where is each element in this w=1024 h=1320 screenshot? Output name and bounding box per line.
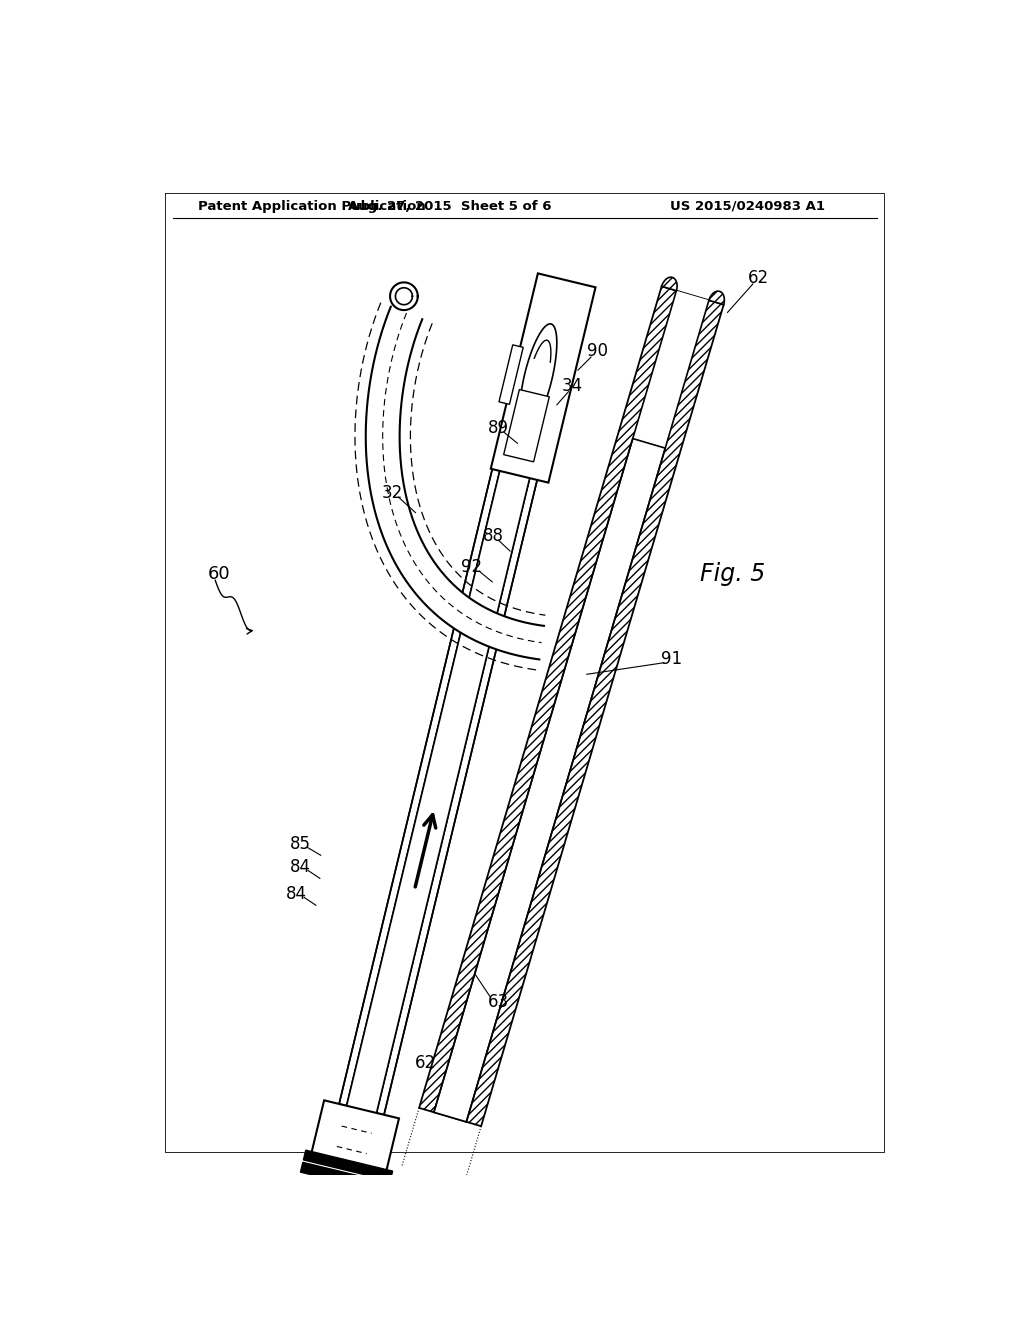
Text: 84: 84	[290, 858, 311, 875]
Polygon shape	[377, 300, 581, 1115]
Polygon shape	[300, 1163, 390, 1193]
Text: Aug. 27, 2015  Sheet 5 of 6: Aug. 27, 2015 Sheet 5 of 6	[348, 199, 552, 213]
Text: 91: 91	[660, 649, 682, 668]
Text: Fig. 5: Fig. 5	[700, 562, 766, 586]
Polygon shape	[662, 277, 677, 290]
Polygon shape	[434, 438, 666, 1122]
Polygon shape	[366, 306, 544, 660]
Polygon shape	[709, 292, 724, 305]
Text: 84: 84	[286, 884, 307, 903]
Polygon shape	[339, 290, 543, 1106]
Text: US 2015/0240983 A1: US 2015/0240983 A1	[670, 199, 824, 213]
Text: 90: 90	[587, 342, 607, 360]
Text: 34: 34	[562, 376, 583, 395]
Text: 88: 88	[482, 527, 504, 545]
Polygon shape	[434, 290, 709, 1122]
Polygon shape	[310, 1101, 399, 1175]
Text: 32: 32	[382, 484, 403, 503]
Polygon shape	[395, 288, 413, 305]
Text: 62: 62	[415, 1055, 435, 1072]
Polygon shape	[303, 1150, 392, 1181]
Polygon shape	[504, 389, 549, 462]
Polygon shape	[346, 292, 572, 1113]
Text: 60: 60	[208, 565, 230, 583]
Text: 85: 85	[290, 834, 310, 853]
Text: 62: 62	[748, 269, 769, 286]
Text: 63: 63	[487, 993, 509, 1011]
Polygon shape	[499, 345, 523, 404]
Text: Patent Application Publication: Patent Application Publication	[199, 199, 426, 213]
Polygon shape	[490, 273, 596, 483]
Polygon shape	[520, 323, 557, 430]
Text: 92: 92	[461, 557, 482, 576]
Text: 89: 89	[487, 418, 509, 437]
Polygon shape	[419, 286, 724, 1126]
